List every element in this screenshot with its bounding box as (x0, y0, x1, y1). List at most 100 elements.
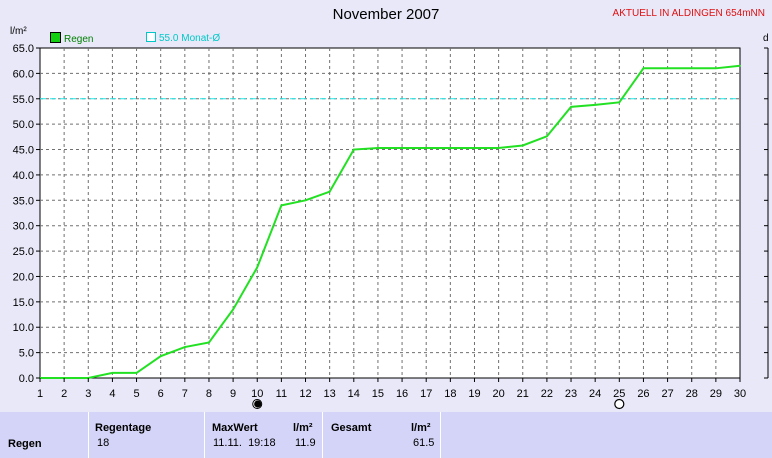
series-group (39, 64, 741, 379)
data-point (159, 355, 162, 357)
gesamt-header: Gesamt (331, 422, 372, 434)
y-tick-label: 20.0 (13, 271, 34, 283)
data-point (280, 204, 283, 207)
data-point (425, 147, 428, 149)
data-point (570, 106, 572, 108)
x-tick-label: 1 (37, 388, 43, 400)
gesamt-cell: Gesamt l/m² 61.5 (322, 412, 441, 458)
x-tick-label: 16 (396, 388, 408, 400)
data-point (666, 67, 669, 70)
x-tick-label: 13 (324, 388, 336, 400)
y-tick-label: 45.0 (13, 145, 34, 157)
y-tick-label: 30.0 (13, 221, 34, 233)
legend-monthly-average: 55.0 Monat-Ø (146, 32, 220, 44)
x-tick-label: 23 (565, 388, 577, 400)
gesamt-unit: l/m² (411, 422, 431, 434)
stats-row-label-cell: Regen (0, 412, 88, 458)
chart-title: November 2007 (332, 6, 440, 23)
data-point (521, 144, 524, 147)
data-point (546, 135, 548, 138)
regentage-header: Regentage (95, 422, 152, 434)
x-tick-label: 3 (85, 388, 91, 400)
x-tick-label: 26 (637, 388, 649, 400)
data-point (304, 199, 307, 202)
x-tick-label: 29 (710, 388, 722, 400)
data-point (232, 308, 234, 311)
x-tick-label: 30 (734, 388, 746, 400)
data-point (135, 372, 138, 374)
rainfall-chart: 0.0 5.0 10.0 15.0 20.0 25.0 30.0 35.0 40.0 45.0 50… (13, 43, 769, 410)
new-moon-icon-fill (254, 400, 262, 408)
statistics-panel: Regen Regentage 18 MaxWert l/m² 11.11. 1… (0, 412, 772, 458)
legend-average-swatch (146, 32, 156, 42)
y-tick-label: 50.0 (13, 119, 34, 131)
data-point (497, 147, 500, 149)
maxwert-header: MaxWert (212, 422, 258, 434)
x-axis: 1 2 3 4 5 6 7 8 9 10 11 12 13 14 15 16 17 18 19 20 21 22 23 24 2… (37, 378, 746, 400)
legend-regen-label: Regen (64, 34, 94, 45)
legend-average-label: 55.0 Monat-Ø (159, 33, 221, 44)
right-axis-label: d (763, 33, 769, 44)
y-tick-label: 40.0 (13, 170, 34, 182)
x-tick-label: 28 (686, 388, 698, 400)
series-line-regen (40, 64, 741, 379)
x-tick-label: 17 (420, 388, 432, 400)
station-label: AKTUELL IN ALDINGEN 654mNN (612, 8, 765, 19)
x-tick-label: 14 (348, 388, 360, 400)
x-tick-label: 18 (444, 388, 456, 400)
x-tick-label: 25 (613, 388, 625, 400)
maxwert-unit: l/m² (293, 422, 313, 434)
y-tick-label: 35.0 (13, 195, 34, 207)
y-tick-label: 5.0 (19, 348, 34, 360)
x-tick-label: 7 (182, 388, 188, 400)
x-tick-label: 20 (492, 388, 504, 400)
y-tick-label: 60.0 (13, 68, 34, 80)
x-tick-label: 6 (158, 388, 164, 400)
x-tick-label: 27 (661, 388, 673, 400)
x-tick-label: 22 (541, 388, 553, 400)
plot-area (39, 47, 741, 379)
x-tick-label: 10 (251, 388, 263, 400)
maxwert-value: 11.9 (295, 437, 316, 449)
maxwert-time: 11.11. 19:18 (213, 437, 276, 449)
right-axis (764, 47, 769, 379)
data-point (377, 147, 379, 149)
data-point (715, 67, 717, 70)
data-point (690, 67, 693, 70)
legend-regen: Regen (50, 32, 93, 45)
x-tick-label: 21 (517, 388, 529, 400)
x-tick-label: 15 (372, 388, 384, 400)
data-point (184, 346, 186, 348)
y-tick-label: 10.0 (13, 322, 34, 334)
regentage-value: 18 (97, 437, 110, 449)
y-tick-label: 65.0 (13, 43, 34, 55)
full-moon-icon (614, 398, 625, 410)
x-tick-label: 4 (109, 388, 115, 400)
data-point (618, 101, 621, 104)
regentage-cell: Regentage 18 (88, 412, 205, 458)
x-tick-label: 19 (468, 388, 480, 400)
x-tick-label: 2 (61, 388, 67, 400)
x-tick-label: 11 (276, 388, 287, 400)
data-point (739, 64, 741, 67)
x-tick-label: 24 (589, 388, 601, 400)
data-point (256, 266, 259, 269)
legend-regen-swatch (50, 32, 61, 43)
y-tick-label: 0.0 (19, 373, 34, 385)
gesamt-value: 61.5 (413, 437, 435, 449)
x-tick-label: 12 (299, 388, 311, 400)
x-tick-label: 5 (133, 388, 139, 400)
data-point (642, 67, 645, 70)
data-point (208, 341, 210, 344)
y-tick-label: 55.0 (13, 94, 34, 106)
y-axis-unit: l/m² (10, 26, 27, 37)
moon-markers (252, 398, 625, 410)
data-point (594, 104, 596, 106)
y-tick-label: 15.0 (13, 297, 34, 309)
y-tick-label: 25.0 (13, 246, 34, 258)
data-point (328, 190, 331, 193)
stats-row-label: Regen (8, 438, 42, 450)
stats-empty-cell (440, 412, 772, 458)
grid (40, 48, 740, 378)
x-tick-label: 8 (206, 388, 212, 400)
